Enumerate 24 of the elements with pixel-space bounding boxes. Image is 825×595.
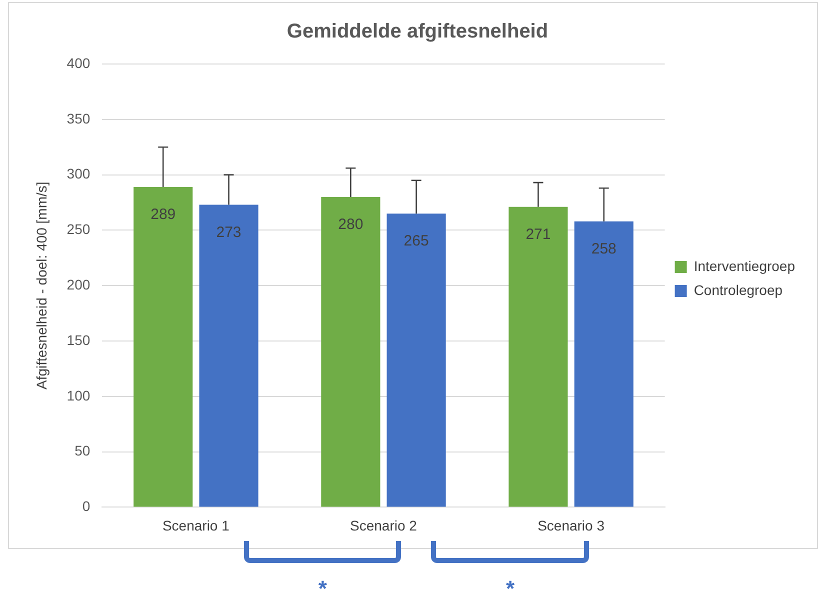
chart-title: Gemiddelde afgiftesnelheid: [286, 20, 548, 43]
y-tick-label: 350: [66, 110, 90, 126]
y-tick-label: 300: [66, 166, 90, 182]
y-tick-label: 250: [66, 221, 90, 238]
x-tick-label: Scenario 1: [162, 517, 230, 534]
legend-label: Controlegroep: [694, 282, 783, 298]
y-tick-label: 0: [82, 498, 90, 514]
y-tick-label: 400: [66, 54, 90, 71]
legend-label: Interventiegroep: [694, 258, 796, 274]
data-label: 271: [526, 226, 551, 244]
y-tick-label: 100: [66, 387, 90, 404]
text: *: [318, 576, 327, 595]
data-label: 265: [404, 232, 429, 250]
text: *: [506, 576, 515, 595]
y-tick-label: 200: [66, 276, 90, 292]
x-tick-label: Scenario 3: [538, 517, 605, 534]
data-label: 258: [591, 240, 616, 258]
data-label: 289: [150, 206, 176, 224]
y-axis-title: Afgiftesnelheid - doel: 400 [mm/s]: [33, 182, 50, 390]
x-tick-label: Scenario 2: [350, 517, 418, 534]
data-label: 280: [338, 216, 364, 234]
data-label: 273: [216, 224, 242, 241]
y-tick-label: 150: [66, 332, 90, 348]
y-tick-label: 50: [74, 442, 90, 459]
